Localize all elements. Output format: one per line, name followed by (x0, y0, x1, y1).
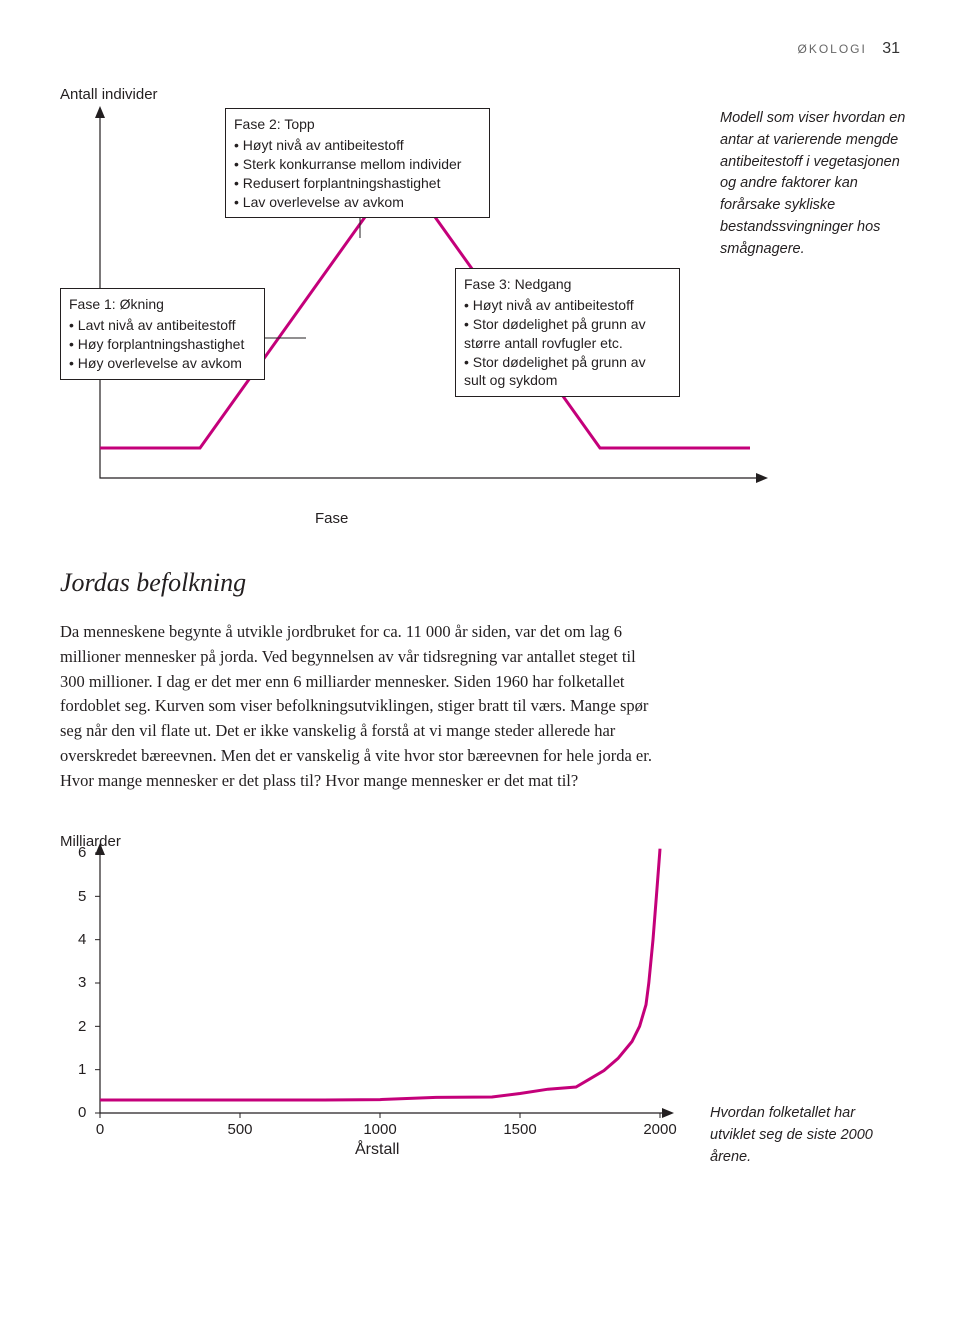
phase2-title: Fase 2: Topp (234, 115, 481, 134)
chart-caption: Hvordan folketallet har utviklet seg de … (710, 1103, 900, 1168)
phase1-title: Fase 1: Økning (69, 295, 256, 314)
chart-ytick-label: 5 (78, 888, 86, 905)
chart-ytick-label: 6 (78, 844, 86, 861)
chart-xtick-label: 2000 (640, 1121, 680, 1138)
population-chart: Milliarder 0123456 0500100015002000 Årst… (60, 833, 900, 1163)
chart-x-title: Årstall (355, 1141, 399, 1159)
chart-xtick-label: 0 (80, 1121, 120, 1138)
phase2-list: Høyt nivå av antibeitestoff Sterk konkur… (234, 136, 481, 212)
phase3-item: Stor dødelighet på grunn av større antal… (464, 315, 671, 353)
phase1-list: Lavt nivå av antibeitestoff Høy forplant… (69, 316, 256, 373)
phase2-item: Høyt nivå av antibeitestoff (234, 136, 481, 155)
body-paragraph: Da menneskene begynte å utvikle jordbruk… (60, 620, 660, 793)
section-heading: Jordas befolkning (60, 568, 900, 598)
chart-xtick-label: 1000 (360, 1121, 400, 1138)
phase-diagram: Antall individer Fase 2: Topp Høyt nivå … (60, 78, 900, 538)
phase3-title: Fase 3: Nedgang (464, 275, 671, 294)
phase2-item: Lav overlevelse av avkom (234, 193, 481, 212)
phase2-box: Fase 2: Topp Høyt nivå av antibeitestoff… (225, 108, 490, 218)
phase1-item: Høy forplantningshastighet (69, 335, 256, 354)
chart-ytick-label: 1 (78, 1061, 86, 1078)
chart-ytick-label: 4 (78, 931, 86, 948)
chart-ytick-label: 2 (78, 1018, 86, 1035)
chart-xtick-label: 1500 (500, 1121, 540, 1138)
chart-xtick-label: 500 (220, 1121, 260, 1138)
diagram-caption: Modell som viser hvordan en antar at var… (720, 108, 910, 260)
phase3-box: Fase 3: Nedgang Høyt nivå av antibeitest… (455, 268, 680, 397)
phase1-box: Fase 1: Økning Lavt nivå av antibeitesto… (60, 288, 265, 380)
page-header: ØKOLOGI 31 (60, 40, 900, 58)
phase3-item: Stor dødelighet på grunn av sult og sykd… (464, 353, 671, 391)
phase1-item: Lavt nivå av antibeitestoff (69, 316, 256, 335)
section-label: ØKOLOGI (798, 42, 867, 56)
phase2-item: Redusert forplantningshastighet (234, 174, 481, 193)
chart-ytick-label: 0 (78, 1104, 86, 1121)
phase3-item: Høyt nivå av antibeitestoff (464, 296, 671, 315)
phase1-item: Høy overlevelse av avkom (69, 354, 256, 373)
phase2-item: Sterk konkurranse mellom individer (234, 155, 481, 174)
page-number: 31 (882, 40, 900, 57)
chart-ytick-label: 3 (78, 974, 86, 991)
x-axis-label: Fase (315, 510, 348, 527)
phase3-list: Høyt nivå av antibeitestoff Stor dødelig… (464, 296, 671, 390)
